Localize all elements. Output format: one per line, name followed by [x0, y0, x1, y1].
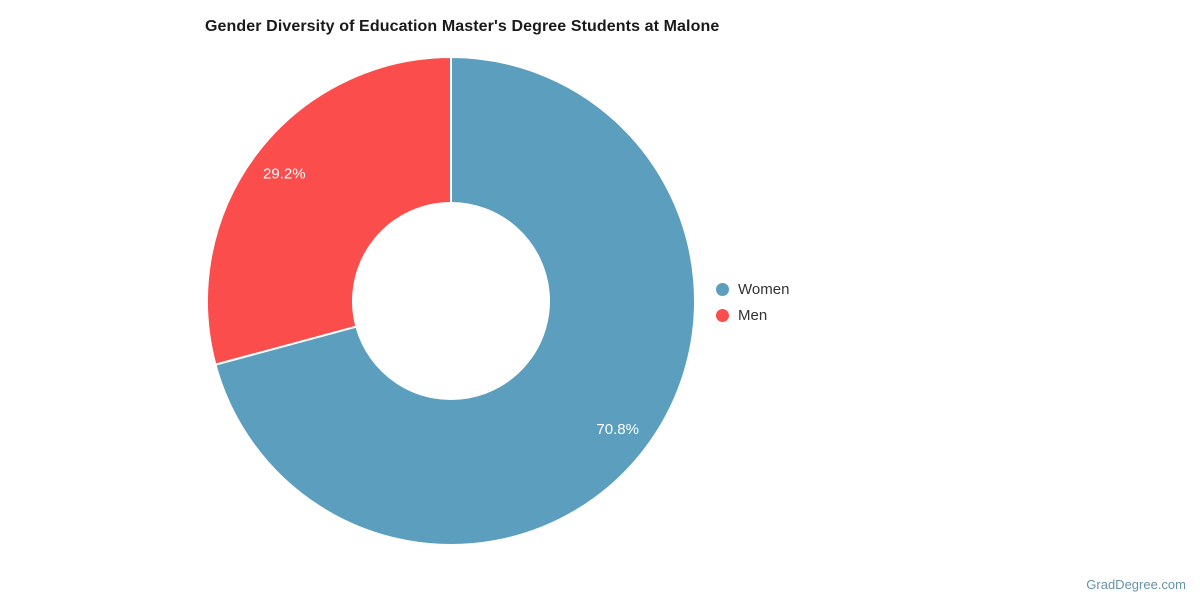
slice-label-women: 70.8%: [596, 421, 639, 438]
legend-marker-icon-men: [716, 308, 729, 322]
legend-label: Women: [738, 280, 790, 298]
slice-men[interactable]: [206, 56, 452, 366]
watermark-link[interactable]: GradDegree.com: [1086, 577, 1186, 592]
slice-label-men: 29.2%: [263, 166, 306, 183]
chart-legend: Women Men: [716, 276, 789, 328]
legend-item-women[interactable]: Women: [716, 276, 789, 302]
chart-title: Gender Diversity of Education Master's D…: [205, 18, 720, 35]
legend-marker-icon-women: [716, 282, 729, 296]
legend-label: Men: [738, 306, 768, 324]
legend-item-men[interactable]: Men: [716, 302, 789, 328]
slice-women[interactable]: [214, 56, 696, 546]
